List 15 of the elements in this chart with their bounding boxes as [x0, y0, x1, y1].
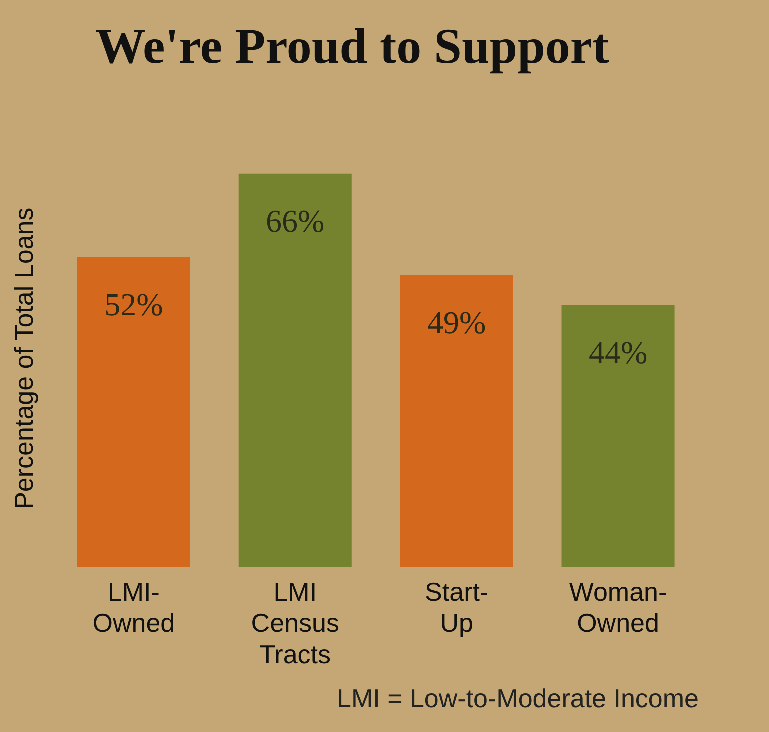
bar: [400, 275, 514, 568]
x-tick-label: Woman-Owned: [569, 576, 668, 638]
text: LMI = Low-to-Moderate Income: [337, 684, 699, 714]
data-label: 44%: [588, 334, 648, 370]
x-tick-label: Start-Up: [425, 576, 489, 638]
bar: [77, 257, 190, 568]
bar: [238, 174, 352, 568]
data-label: 66%: [266, 203, 325, 240]
chart-title: We're Proud to Support: [96, 18, 610, 74]
x-tick-label: LMI Census Tracts: [251, 576, 340, 670]
data-label: 49%: [427, 304, 486, 341]
bar: [562, 304, 675, 568]
x-tick-label: LMI-Owned: [92, 576, 176, 638]
data-label: 52%: [104, 286, 164, 323]
y-axis-title: Percentage of Total Loans: [8, 208, 39, 510]
